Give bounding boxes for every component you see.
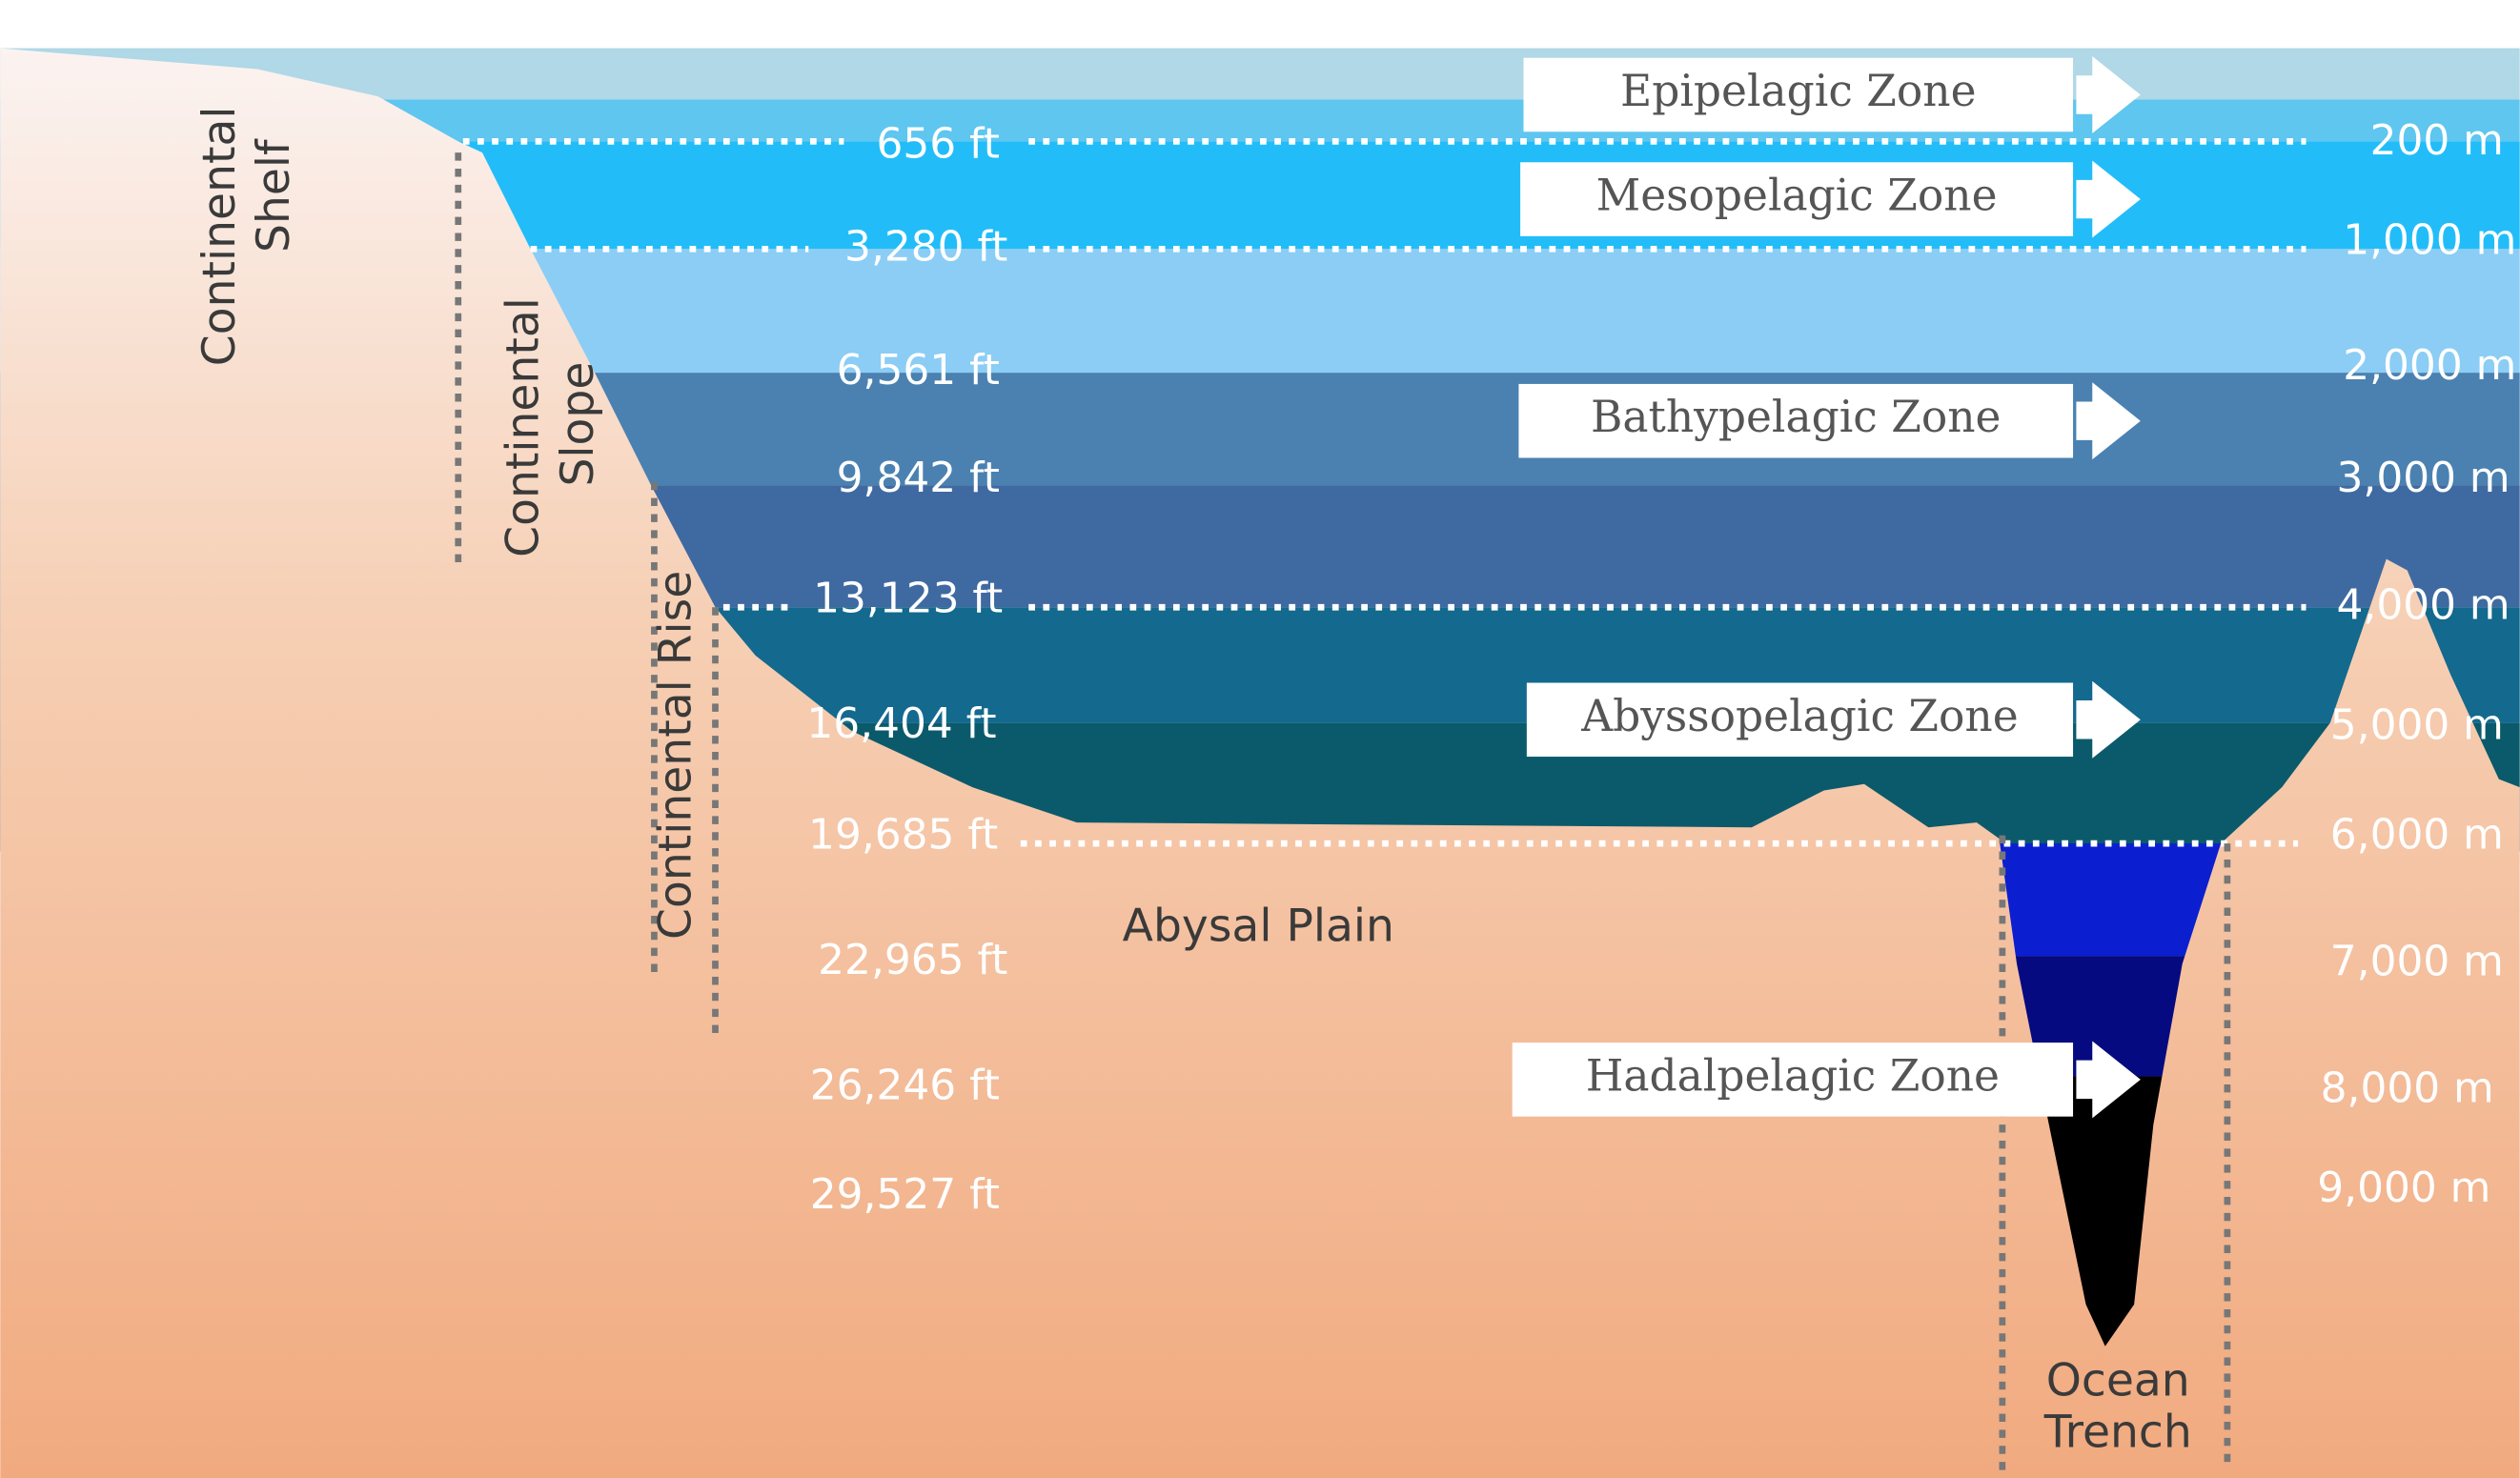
meter-scale: 200 m 1,000 m 2,000 m 3,000 m 4,000 m 5,000 m… [2317, 116, 2516, 1212]
depth-m-label: 5,000 m [2330, 701, 2504, 750]
zone-box [1523, 57, 2074, 132]
landform-label: Slope [552, 362, 604, 487]
depth-ft-label: 16,404 ft [806, 699, 996, 748]
depth-ft-label: 3,280 ft [844, 222, 1007, 271]
depth-m-label: 6,000 m [2330, 810, 2504, 859]
depth-ft-label: 29,527 ft [810, 1170, 1000, 1219]
depth-ft-label: 22,965 ft [818, 936, 1007, 984]
landform-label: Continental [193, 106, 246, 366]
depth-m-label: 2,000 m [2343, 341, 2516, 390]
zone-arrow [2076, 382, 2141, 460]
band [0, 48, 2520, 100]
zone-box [1518, 383, 2074, 458]
depth-m-label: 8,000 m [2321, 1064, 2494, 1113]
landform-label: Continental Rise [650, 571, 702, 940]
depth-m-label: 3,000 m [2336, 454, 2510, 502]
depth-m-label: 4,000 m [2336, 580, 2510, 629]
zone-label: Epipelagic Zone [1620, 66, 1977, 116]
depth-ft-label: 19,685 ft [808, 810, 998, 859]
landform-labels: Continental Shelf Continental Slope Cont… [193, 106, 2192, 1458]
landform-label: Continental [498, 297, 550, 557]
depth-ft-label: 26,246 ft [810, 1061, 1000, 1109]
depth-m-label: 7,000 m [2330, 938, 2504, 986]
zone-box [1512, 1043, 2074, 1117]
landform-label: Shelf [248, 138, 300, 253]
depth-ft-label: 6,561 ft [837, 346, 1000, 395]
landform-label: Ocean [2046, 1355, 2190, 1407]
zone-box [1520, 162, 2074, 236]
zone-arrow [2076, 680, 2141, 759]
zone-arrow [2076, 56, 2141, 133]
zone-arrow [2076, 160, 2141, 238]
seabed [0, 48, 2520, 1478]
depth-ft-label: 9,842 ft [837, 454, 1000, 502]
depth-ft-label: 656 ft [876, 119, 999, 168]
zone-label: Hadalpelagic Zone [1586, 1050, 2000, 1101]
zone-arrow [2076, 1041, 2141, 1119]
zone-labels: Epipelagic Zone Mesopelagic Zone Bathypela… [1512, 56, 2141, 1119]
zone-label: Mesopelagic Zone [1596, 171, 1998, 221]
depth-m-label: 9,000 m [2317, 1164, 2490, 1212]
depth-m-label: 1,000 m [2343, 216, 2516, 265]
landform-label: Trench [2043, 1406, 2192, 1458]
depth-m-label: 200 m [2370, 116, 2504, 165]
zone-label: Abyssopelagic Zone [1580, 691, 2018, 741]
depth-ft-label: 13,123 ft [813, 575, 1003, 623]
zone-box [1526, 682, 2074, 758]
landform-label: Abysal Plain [1123, 900, 1394, 952]
depth-lines [455, 137, 2307, 1470]
zone-label: Bathypelagic Zone [1591, 392, 2001, 442]
feet-scale: 656 ft 3,280 ft 6,561 ft 9,842 ft 13,123 ft 1… [806, 119, 1007, 1219]
